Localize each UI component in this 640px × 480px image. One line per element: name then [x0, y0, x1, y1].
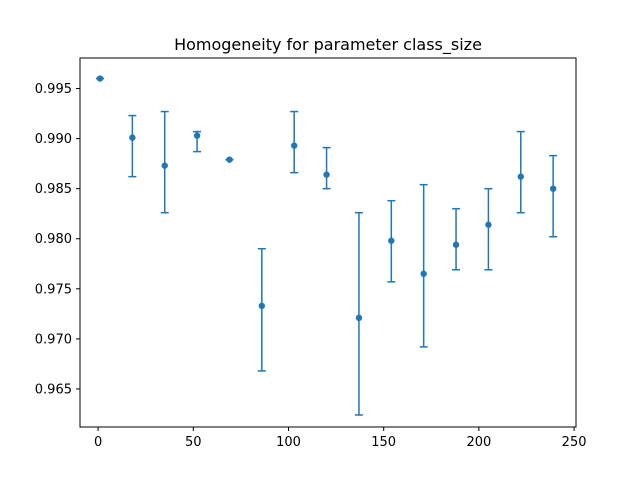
- data-point: [129, 134, 136, 141]
- data-point: [96, 75, 104, 82]
- y-tick-label: 0.970: [35, 332, 72, 347]
- data-point: [452, 241, 460, 248]
- y-tick-label: 0.975: [35, 282, 72, 297]
- data-point: [355, 314, 363, 322]
- y-tick-label: 0.990: [35, 132, 72, 147]
- x-tick-label: 150: [371, 435, 396, 450]
- x-tick-label: 100: [276, 435, 301, 450]
- data-point: [193, 132, 201, 139]
- data-point: [420, 270, 427, 277]
- data-point: [161, 162, 168, 169]
- data-point: [485, 221, 492, 228]
- data-point: [291, 142, 298, 149]
- data-point: [549, 185, 557, 192]
- plot-area: [95, 75, 558, 416]
- axes: 0 50 100 150 200 250 0.965 0.970 0.975 0.980 0.985…: [35, 57, 587, 450]
- axes-frame: [79, 57, 577, 428]
- data-point: [258, 302, 266, 310]
- y-tick-label: 0.980: [35, 232, 72, 247]
- x-tick-label: 50: [185, 435, 202, 450]
- y-tick-label: 0.995: [35, 82, 72, 97]
- x-tick-label: 0: [94, 435, 102, 450]
- data-point: [226, 156, 233, 163]
- chart-title: Homogeneity for parameter class_size: [174, 35, 482, 55]
- data-point: [517, 173, 524, 180]
- y-tick-label: 0.985: [35, 182, 72, 197]
- y-tick-label: 0.965: [35, 382, 72, 397]
- x-tick-label: 200: [466, 435, 491, 450]
- data-point: [388, 237, 395, 244]
- x-tick-label: 250: [562, 435, 587, 450]
- data-point: [323, 171, 330, 178]
